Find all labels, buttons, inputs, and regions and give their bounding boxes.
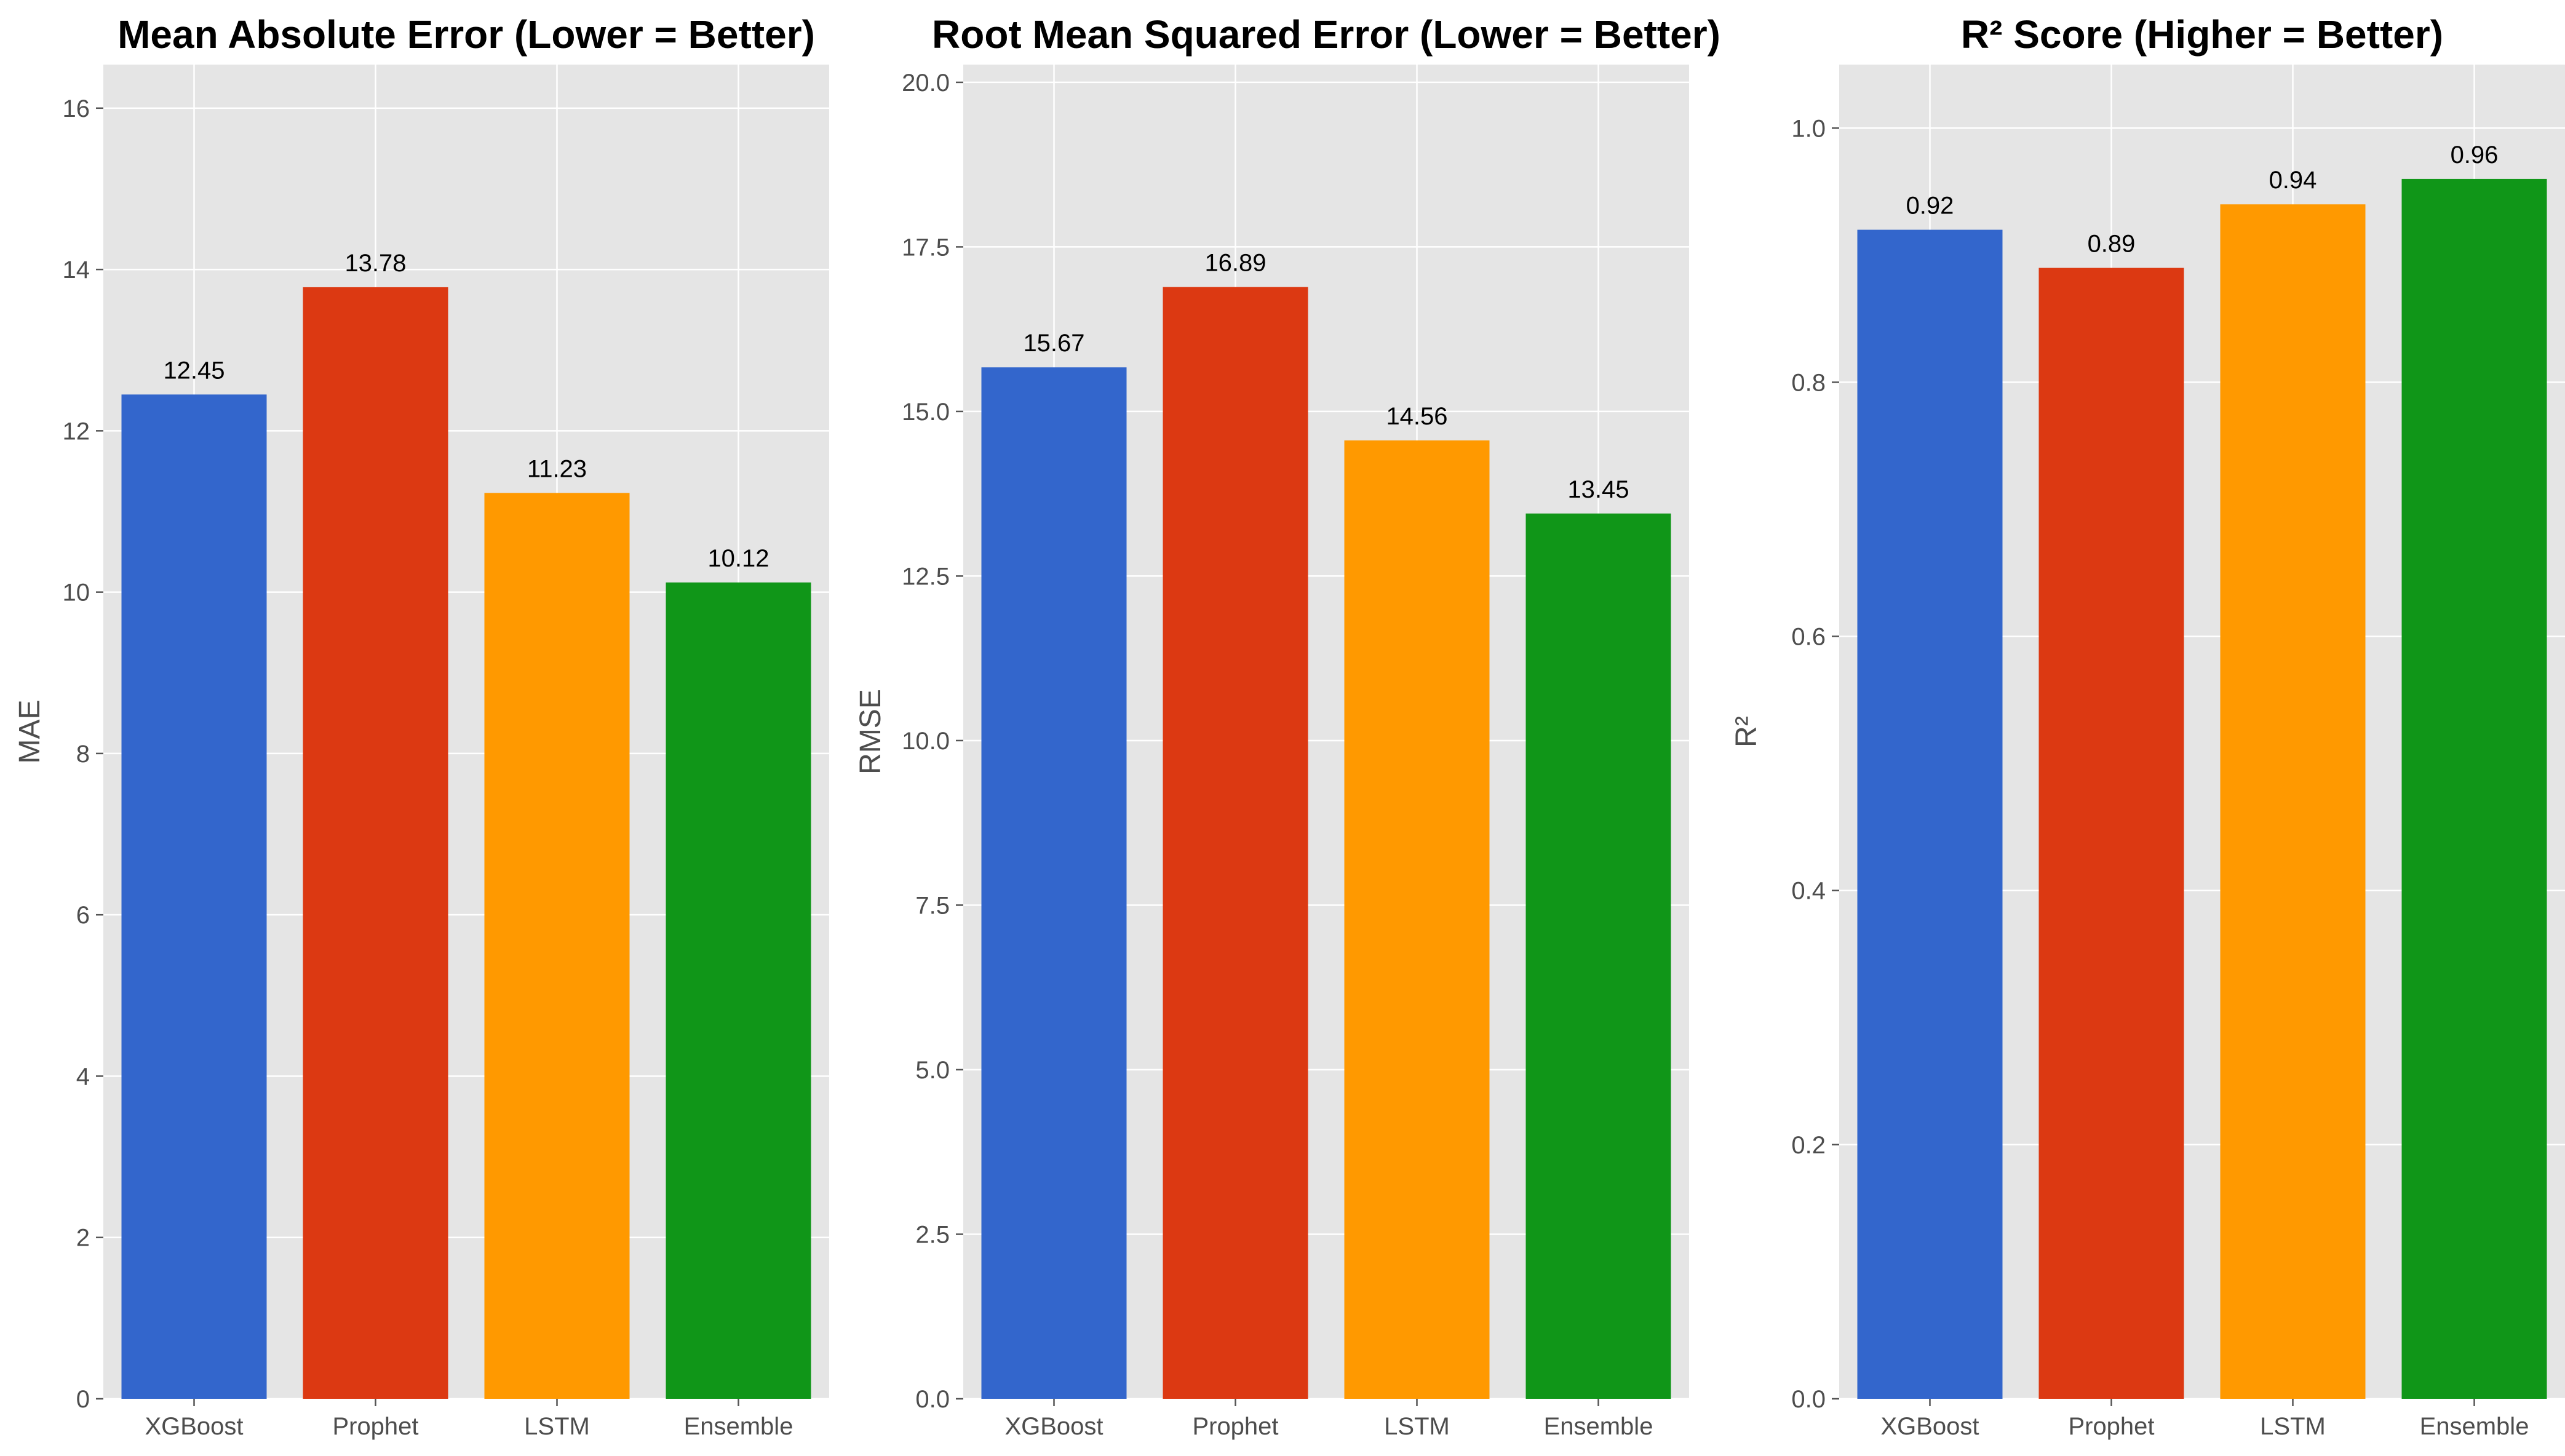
rmse-y-tick-label: 7.5 xyxy=(915,892,950,919)
r2-y-tick-label: 0.0 xyxy=(1791,1386,1826,1413)
r2-data-label: 0.94 xyxy=(2269,167,2317,194)
mae-data-label: 11.23 xyxy=(527,455,587,482)
r2-bar-prophet xyxy=(2038,268,2184,1399)
r2-y-axis-label: R² xyxy=(1730,716,1763,747)
rmse-chart-title: Root Mean Squared Error (Lower = Better) xyxy=(932,12,1720,57)
rmse-data-label: 14.56 xyxy=(1386,403,1447,430)
mae-data-label: 13.78 xyxy=(344,250,406,277)
rmse-bar-ensemble xyxy=(1525,513,1671,1399)
mae-x-tick-label: XGBoost xyxy=(145,1413,243,1440)
r2-data-label: 0.89 xyxy=(2088,231,2136,258)
r2-data-label: 0.96 xyxy=(2451,141,2499,169)
r2-x-tick-label: Prophet xyxy=(2068,1413,2154,1440)
mae-y-tick-label: 6 xyxy=(76,902,90,929)
r2-data-label: 0.92 xyxy=(1906,193,1954,220)
rmse-x-tick-label: Ensemble xyxy=(1544,1413,1653,1440)
rmse-data-label: 15.67 xyxy=(1023,330,1084,357)
r2-bar-xgboost xyxy=(1857,229,2003,1399)
rmse-y-tick-label: 20.0 xyxy=(902,70,950,97)
mae-y-tick-label: 10 xyxy=(63,579,90,607)
rmse-y-tick-label: 0.0 xyxy=(915,1386,950,1413)
mae-x-tick-label: Ensemble xyxy=(684,1413,793,1440)
rmse-y-tick-label: 10.0 xyxy=(902,728,950,755)
r2-y-tick-label: 0.6 xyxy=(1791,624,1826,651)
rmse-x-tick-label: LSTM xyxy=(1384,1413,1450,1440)
mae-bar-prophet xyxy=(303,287,448,1399)
mae-x-tick-label: Prophet xyxy=(332,1413,418,1440)
r2-y-tick-label: 0.4 xyxy=(1791,878,1826,905)
r2-bar-lstm xyxy=(2220,204,2366,1399)
rmse-y-axis-label: RMSE xyxy=(854,689,887,774)
mae-y-tick-label: 2 xyxy=(76,1225,90,1252)
rmse-y-tick-label: 2.5 xyxy=(915,1221,950,1248)
mae-chart-panel: 0 2 4 6 8 10 12 14 16 12.45 13.78 11.23 10.12 XGBoost… xyxy=(14,12,829,1440)
mae-y-tick-label: 8 xyxy=(76,741,90,768)
mae-y-axis-label: MAE xyxy=(14,699,46,763)
r2-chart-panel: 0.0 0.2 0.4 0.6 0.8 1.0 0.92 0.89 0.94 0.96 XGBoos… xyxy=(1730,12,2565,1440)
mae-data-label: 10.12 xyxy=(707,545,769,572)
mae-bar-lstm xyxy=(484,493,630,1399)
rmse-y-tick-label: 17.5 xyxy=(902,234,950,261)
mae-x-tick-label: LSTM xyxy=(524,1413,590,1440)
rmse-x-tick-label: XGBoost xyxy=(1004,1413,1103,1440)
r2-x-tick-label: LSTM xyxy=(2260,1413,2326,1440)
mae-y-tick-label: 14 xyxy=(63,257,90,284)
rmse-bar-lstm xyxy=(1344,440,1490,1399)
mae-y-tick-label: 16 xyxy=(63,95,90,122)
rmse-chart-panel: 0.0 2.5 5.0 7.5 10.0 12.5 15.0 17.5 20.0 15.67 16.… xyxy=(854,12,1720,1440)
mae-data-label: 12.45 xyxy=(163,357,225,384)
rmse-y-tick-label: 12.5 xyxy=(902,563,950,590)
r2-x-tick-label: XGBoost xyxy=(1880,1413,1979,1440)
mae-y-tick-label: 12 xyxy=(63,418,90,445)
rmse-x-tick-label: Prophet xyxy=(1192,1413,1278,1440)
mae-y-tick-label: 0 xyxy=(76,1386,90,1413)
rmse-data-label: 16.89 xyxy=(1204,250,1266,277)
rmse-y-tick-label: 5.0 xyxy=(915,1057,950,1084)
mae-bar-ensemble xyxy=(666,582,811,1399)
rmse-data-label: 13.45 xyxy=(1567,476,1629,503)
mae-y-tick-label: 4 xyxy=(76,1063,90,1090)
r2-y-tick-label: 0.2 xyxy=(1791,1132,1826,1159)
rmse-bar-xgboost xyxy=(981,367,1127,1399)
mae-chart-title: Mean Absolute Error (Lower = Better) xyxy=(117,12,815,57)
rmse-bar-prophet xyxy=(1163,287,1308,1399)
r2-bar-ensemble xyxy=(2401,178,2547,1399)
r2-chart-title: R² Score (Higher = Better) xyxy=(1961,12,2443,57)
rmse-y-tick-label: 15.0 xyxy=(902,399,950,426)
mae-bar-xgboost xyxy=(121,394,267,1399)
r2-y-tick-label: 0.8 xyxy=(1791,369,1826,396)
r2-y-tick-label: 1.0 xyxy=(1791,115,1826,142)
r2-x-tick-label: Ensemble xyxy=(2420,1413,2529,1440)
